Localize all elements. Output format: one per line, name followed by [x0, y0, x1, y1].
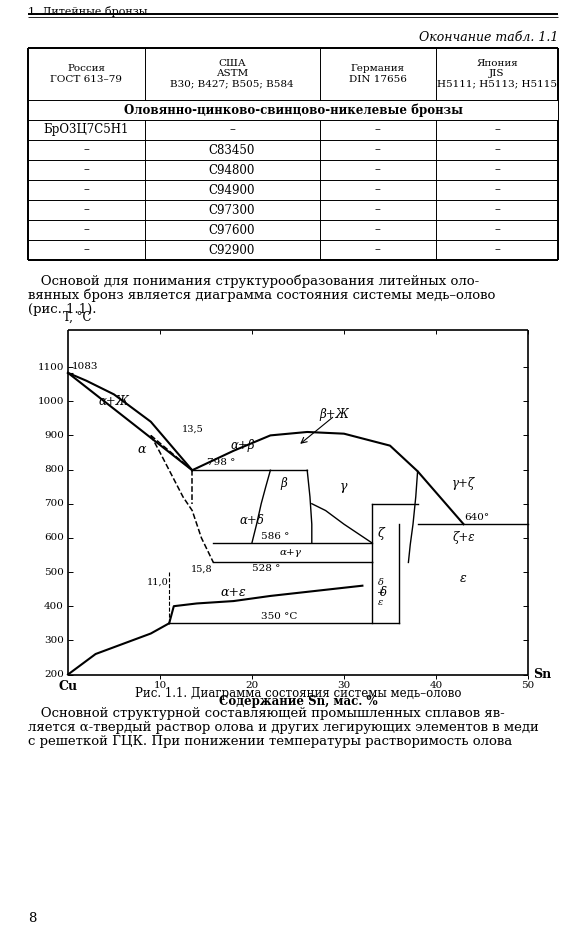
- Text: –: –: [375, 204, 381, 217]
- Text: 400: 400: [44, 602, 64, 611]
- Text: (рис. 1.1).: (рис. 1.1).: [28, 303, 97, 316]
- Text: 10: 10: [154, 681, 166, 689]
- Text: –: –: [494, 143, 500, 157]
- Text: C83450: C83450: [209, 143, 255, 157]
- Text: –: –: [83, 243, 89, 256]
- Text: 528 °: 528 °: [252, 565, 280, 573]
- Text: –: –: [83, 143, 89, 157]
- Text: 798 °: 798 °: [207, 458, 236, 467]
- Text: 600: 600: [44, 534, 64, 542]
- Text: C94800: C94800: [209, 163, 255, 176]
- Text: ляется α-твердый раствор олова и других легирующих элементов в меди: ляется α-твердый раствор олова и других …: [28, 721, 539, 734]
- Text: 50: 50: [522, 681, 534, 689]
- Text: C97300: C97300: [209, 204, 255, 217]
- Text: –: –: [494, 204, 500, 217]
- Text: 11,0: 11,0: [146, 578, 168, 587]
- Text: Cu: Cu: [59, 681, 77, 693]
- Text: –: –: [375, 143, 381, 157]
- Text: T, °C: T, °C: [63, 310, 91, 323]
- Text: 40: 40: [430, 681, 442, 689]
- Text: β: β: [281, 477, 288, 489]
- Text: –: –: [494, 163, 500, 176]
- Text: –: –: [375, 243, 381, 256]
- Text: 15,8: 15,8: [190, 565, 212, 573]
- Text: –: –: [83, 163, 89, 176]
- Text: 1. Литейные бронзы: 1. Литейные бронзы: [28, 6, 148, 17]
- Text: Окончание табл. 1.1: Окончание табл. 1.1: [418, 31, 558, 44]
- Text: 1000: 1000: [38, 397, 64, 405]
- Text: США
ASTM
B30; B427; B505; B584: США ASTM B30; B427; B505; B584: [171, 59, 294, 89]
- Text: с решеткой ГЦК. При понижении температуры растворимость олова: с решеткой ГЦК. При понижении температур…: [28, 736, 512, 749]
- Text: –: –: [375, 223, 381, 237]
- Bar: [29, 101, 557, 120]
- Text: α: α: [137, 442, 146, 455]
- Text: БрО3Ц7С5Н1: БрО3Ц7С5Н1: [43, 124, 129, 137]
- Text: ε: ε: [460, 572, 467, 586]
- Text: C97600: C97600: [209, 223, 255, 237]
- Text: Германия
DIN 17656: Германия DIN 17656: [349, 64, 407, 84]
- Text: δ
+
ε: δ + ε: [377, 578, 385, 607]
- Text: Оловянно-цинково-свинцово-никелевые бронзы: Оловянно-цинково-свинцово-никелевые брон…: [124, 103, 462, 117]
- Text: δ: δ: [380, 586, 387, 599]
- Text: –: –: [83, 223, 89, 237]
- Text: –: –: [83, 184, 89, 196]
- Text: Россия
ГОСТ 613–79: Россия ГОСТ 613–79: [50, 64, 122, 84]
- Text: Содержание Sn, мас. %: Содержание Sn, мас. %: [219, 694, 377, 707]
- Text: –: –: [375, 124, 381, 137]
- Text: –: –: [494, 243, 500, 256]
- Text: Рис. 1.1. Диаграмма состояния системы медь–олово: Рис. 1.1. Диаграмма состояния системы ме…: [135, 687, 461, 700]
- Text: 13,5: 13,5: [181, 424, 203, 434]
- Text: C94900: C94900: [209, 184, 255, 196]
- Text: –: –: [83, 204, 89, 217]
- Text: 20: 20: [246, 681, 258, 689]
- Text: 350 °C: 350 °C: [261, 612, 298, 621]
- Text: 640°: 640°: [465, 513, 490, 522]
- Text: –: –: [494, 223, 500, 237]
- Text: ζ+ε: ζ+ε: [452, 531, 475, 544]
- Text: α+β: α+β: [230, 439, 255, 452]
- Text: 800: 800: [44, 465, 64, 474]
- Text: γ+ζ: γ+ζ: [452, 477, 475, 489]
- Text: –: –: [375, 184, 381, 196]
- Text: Sn: Sn: [533, 668, 551, 681]
- Text: –: –: [375, 163, 381, 176]
- Text: γ: γ: [340, 480, 347, 493]
- Text: 200: 200: [44, 670, 64, 679]
- Text: 500: 500: [44, 568, 64, 576]
- Text: 30: 30: [338, 681, 350, 689]
- Text: 586 °: 586 °: [261, 532, 289, 540]
- Text: –: –: [229, 124, 235, 137]
- Text: Япония
JIS
H5111; H5113; H5115: Япония JIS H5111; H5113; H5115: [437, 59, 557, 89]
- Text: ζ: ζ: [377, 526, 384, 539]
- Text: 1083: 1083: [72, 362, 98, 371]
- Text: α+γ: α+γ: [280, 549, 302, 557]
- Text: α+δ: α+δ: [240, 514, 264, 527]
- Text: β+Ж: β+Ж: [320, 408, 350, 422]
- Text: –: –: [494, 124, 500, 137]
- Text: α+ε: α+ε: [221, 586, 247, 599]
- Text: C92900: C92900: [209, 243, 255, 256]
- Text: 700: 700: [44, 499, 64, 508]
- Text: вянных бронз является диаграмма состояния системы медь–олово: вянных бронз является диаграмма состояни…: [28, 289, 495, 302]
- Text: 8: 8: [28, 912, 36, 925]
- Text: 300: 300: [44, 636, 64, 645]
- Text: 900: 900: [44, 431, 64, 439]
- Text: 1100: 1100: [38, 362, 64, 372]
- Text: Основой для понимания структурообразования литейных оло-: Основой для понимания структурообразован…: [28, 274, 479, 288]
- Text: Основной структурной составляющей промышленных сплавов яв-: Основной структурной составляющей промыш…: [28, 706, 505, 720]
- Text: –: –: [494, 184, 500, 196]
- Text: α+Ж: α+Ж: [98, 395, 130, 407]
